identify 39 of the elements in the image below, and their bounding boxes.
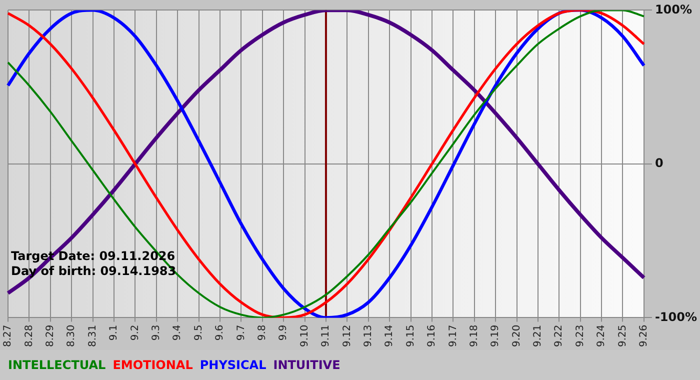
y-tick-label: 0 [654, 156, 664, 170]
x-tick-label: 9.13 [362, 324, 374, 347]
x-tick-label: 9.16 [426, 324, 438, 347]
x-tick-label: 8.31 [87, 324, 98, 347]
x-tick-label: 9.10 [299, 324, 310, 347]
x-tick-label: 9.6 [214, 324, 226, 341]
x-tick-label: 9.14 [384, 324, 396, 347]
annotation: Day of birth: 09.14.1983 [11, 264, 176, 278]
x-tick-label: 9.23 [574, 324, 586, 347]
y-tick-label: 100% [654, 2, 692, 16]
x-tick-label: 9.5 [193, 324, 204, 341]
x-tick-label: 9.15 [405, 324, 416, 347]
text: INTUITIVE [273, 358, 340, 372]
x-tick-label: 9.25 [617, 324, 628, 347]
x-tick-label: 9.9 [278, 324, 290, 341]
text: EMOTIONAL [112, 358, 193, 372]
y-tick-label: -100% [654, 310, 698, 324]
x-tick-label: 9.24 [596, 324, 608, 347]
x-tick-label: 9.22 [554, 324, 565, 347]
x-tick-label: 9.19 [490, 324, 502, 347]
x-tick-label: 9.26 [638, 324, 650, 347]
x-tick-label: 9.2 [130, 324, 141, 341]
x-tick-label: 9.18 [468, 324, 480, 347]
x-tick-label: 9.12 [342, 324, 353, 347]
x-tick-label: 8.29 [44, 324, 56, 347]
x-tick-label: 9.8 [256, 324, 268, 341]
x-tick-label: 8.28 [24, 324, 35, 347]
x-tick-label: 9.20 [511, 324, 522, 347]
text: INTELLECTUAL [8, 358, 106, 372]
text: PHYSICAL [200, 358, 266, 372]
x-tick-label: 9.1 [108, 324, 120, 341]
x-tick-label: 9.3 [150, 324, 162, 341]
x-tick-label: 9.7 [236, 324, 247, 341]
x-tick-label: 9.11 [320, 324, 332, 347]
x-tick-label: 9.21 [532, 324, 544, 347]
x-tick-label: 8.30 [66, 324, 78, 347]
x-tick-label: 9.17 [448, 324, 459, 347]
x-tick-label: 9.4 [172, 324, 184, 341]
x-tick-label: 8.27 [2, 324, 14, 347]
